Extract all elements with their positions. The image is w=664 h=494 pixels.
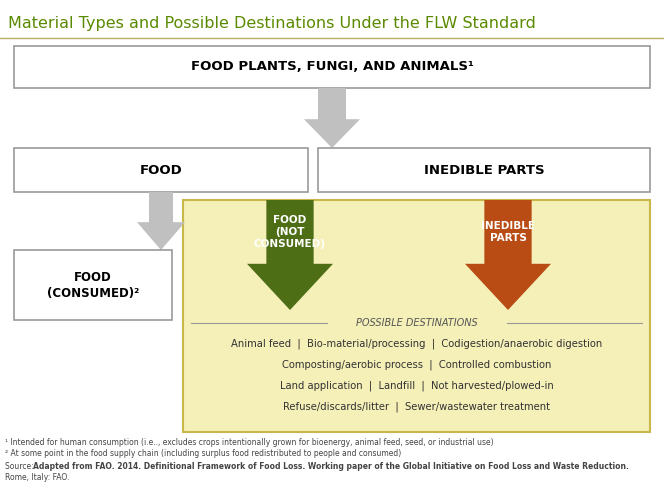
FancyBboxPatch shape xyxy=(14,148,308,192)
Text: FOOD PLANTS, FUNGI, AND ANIMALS¹: FOOD PLANTS, FUNGI, AND ANIMALS¹ xyxy=(191,60,473,74)
FancyBboxPatch shape xyxy=(14,250,172,320)
Text: Material Types and Possible Destinations Under the FLW Standard: Material Types and Possible Destinations… xyxy=(8,16,536,31)
Polygon shape xyxy=(465,200,551,310)
Text: INEDIBLE
PARTS: INEDIBLE PARTS xyxy=(481,221,535,243)
Text: Rome, Italy: FAO.: Rome, Italy: FAO. xyxy=(5,473,69,482)
Text: ¹ Intended for human consumption (i.e.., excludes crops intentionally grown for : ¹ Intended for human consumption (i.e..,… xyxy=(5,438,493,447)
Text: ² At some point in the food supply chain (including surplus food redistributed t: ² At some point in the food supply chain… xyxy=(5,449,401,458)
Text: INEDIBLE PARTS: INEDIBLE PARTS xyxy=(424,164,544,176)
Text: FOOD
(CONSUMED)²: FOOD (CONSUMED)² xyxy=(47,271,139,299)
Text: Adapted from FAO. 2014. Definitional Framework of Food Loss. Working paper of th: Adapted from FAO. 2014. Definitional Fra… xyxy=(33,462,629,471)
Text: Source:: Source: xyxy=(5,462,36,471)
Text: FOOD: FOOD xyxy=(139,164,183,176)
Text: Animal feed  |  Bio-material/processing  |  Codigestion/anaerobic digestion: Animal feed | Bio-material/processing | … xyxy=(231,339,602,349)
Polygon shape xyxy=(247,200,333,310)
Text: Composting/aerobic process  |  Controlled combustion: Composting/aerobic process | Controlled … xyxy=(282,360,551,370)
Text: Land application  |  Landfill  |  Not harvested/plowed-in: Land application | Landfill | Not harves… xyxy=(280,381,553,391)
FancyBboxPatch shape xyxy=(14,46,650,88)
FancyBboxPatch shape xyxy=(318,148,650,192)
FancyBboxPatch shape xyxy=(183,200,650,432)
Polygon shape xyxy=(304,88,360,148)
Polygon shape xyxy=(137,192,185,250)
Text: POSSIBLE DESTINATIONS: POSSIBLE DESTINATIONS xyxy=(356,318,477,328)
Text: FOOD
(NOT
CONSUMED): FOOD (NOT CONSUMED) xyxy=(254,215,326,248)
Text: Refuse/discards/litter  |  Sewer/wastewater treatment: Refuse/discards/litter | Sewer/wastewate… xyxy=(283,402,550,412)
